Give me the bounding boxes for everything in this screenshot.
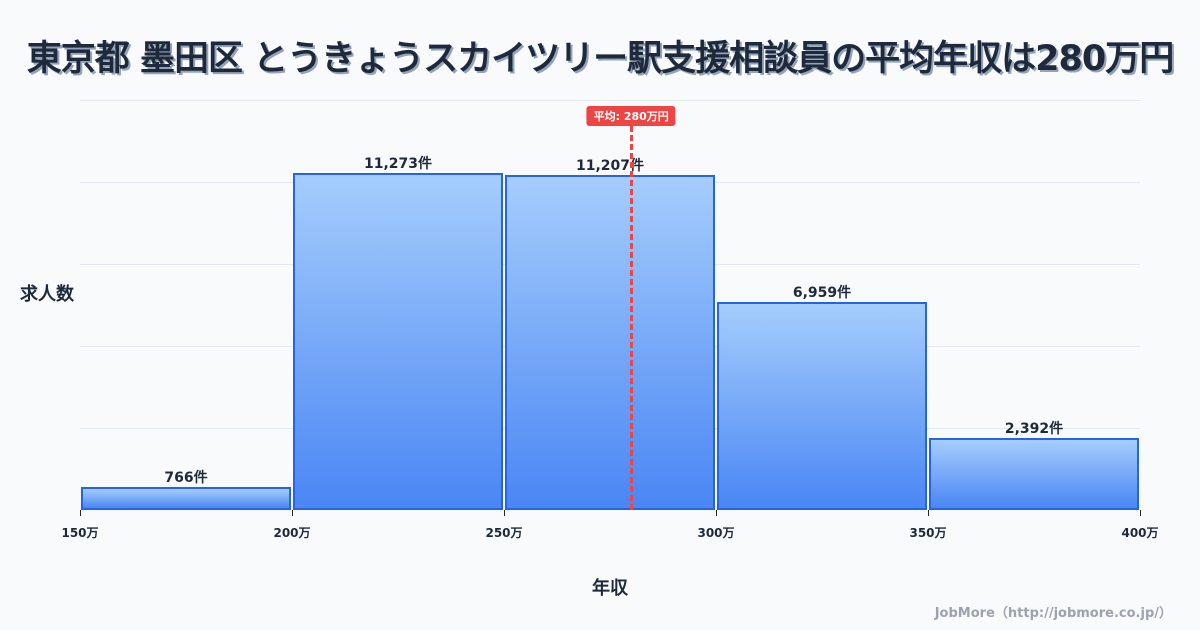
x-tick-label: 400万 <box>1121 526 1159 540</box>
bar-value-label: 11,273件 <box>363 155 433 172</box>
x-tick-label: 200万 <box>273 526 311 540</box>
x-tick <box>716 510 717 516</box>
x-axis-label: 年収 <box>592 578 628 599</box>
histogram-bar <box>717 301 927 510</box>
x-tick-label: 150万 <box>61 526 99 540</box>
histogram-bar <box>293 172 503 510</box>
x-tick <box>504 510 505 516</box>
mean-line <box>630 126 634 510</box>
bar-value-label: 11,207件 <box>575 157 645 174</box>
mean-badge: 平均: 280万円 <box>586 106 676 126</box>
bar-value-label: 766件 <box>164 470 208 487</box>
bar-value-label: 2,392件 <box>1004 421 1064 438</box>
chart-title: 東京都 墨田区 とうきょうスカイツリー駅支援相談員の平均年収は280万円 <box>26 39 1174 79</box>
histogram-bar <box>505 174 715 510</box>
bar-value-label: 6,959件 <box>792 284 852 301</box>
histogram-bar <box>929 438 1139 510</box>
x-tick <box>928 510 929 516</box>
histogram-bar <box>81 487 291 510</box>
source-credit: JobMore（http://jobmore.co.jp/） <box>934 606 1172 621</box>
x-tick-label: 300万 <box>697 526 735 540</box>
gridline <box>80 100 1140 101</box>
plot-area: 766件 11,273件 11,207件 6,959件 2,392件 150万 200万 2… <box>61 100 1159 540</box>
x-tick-label: 250万 <box>485 526 523 540</box>
x-tick <box>1140 510 1141 516</box>
y-axis-label: 求人数 <box>20 284 74 305</box>
x-tick-label: 350万 <box>909 526 947 540</box>
x-tick <box>292 510 293 516</box>
x-tick <box>80 510 81 516</box>
